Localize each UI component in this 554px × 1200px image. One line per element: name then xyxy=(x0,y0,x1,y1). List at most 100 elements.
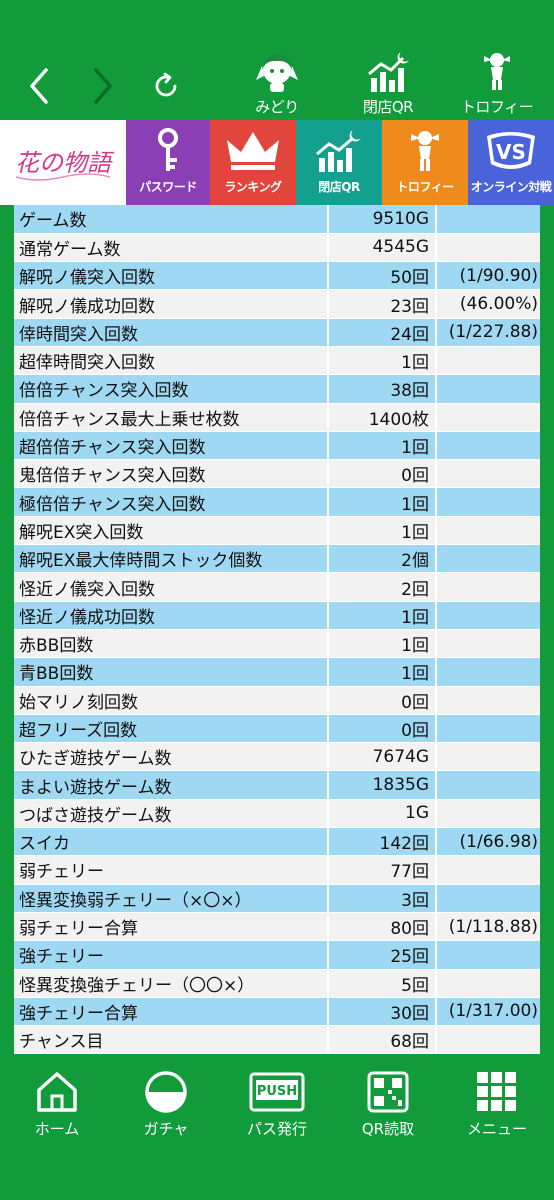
reload-button[interactable] xyxy=(148,60,184,112)
tile-ranking[interactable]: ランキング xyxy=(210,120,296,205)
stat-name: 怪近ノ儀成功回数 xyxy=(14,601,329,630)
table-row: 解呪ノ儀突入回数 50回 (1/90.90) xyxy=(14,261,540,291)
forward-button[interactable] xyxy=(84,60,120,112)
stat-rate xyxy=(436,572,540,602)
stat-rate xyxy=(436,233,540,263)
stat-name: 怪異変換弱チェリー（×〇×） xyxy=(14,884,329,913)
table-row: 倖時間突入回数 24回 (1/227.88) xyxy=(14,318,540,347)
table-row: 始マリノ刻回数 0回 xyxy=(14,686,540,715)
nav-qr-read[interactable]: QR読取 xyxy=(333,1070,443,1139)
nav-closing-qr[interactable]: 閉店QR xyxy=(333,50,443,118)
chevron-right-icon xyxy=(94,68,112,104)
stat-value: 1400枚 xyxy=(328,403,437,432)
stat-name: スイカ xyxy=(14,827,329,857)
stat-value: 1835G xyxy=(328,770,437,800)
table-row: 倍倍チャンス最大上乗せ枚数 1400枚 xyxy=(14,403,540,432)
tile-trophy[interactable]: トロフィー xyxy=(382,120,468,205)
stat-rate xyxy=(436,403,540,432)
nav-pass-issue[interactable]: PUSH パス発行 xyxy=(222,1070,332,1139)
stat-value: 1回 xyxy=(328,516,437,546)
table-row: 解呪EX最大倖時間ストック個数 2個 xyxy=(14,544,540,574)
table-row: チャンス目 68回 xyxy=(14,1025,540,1055)
svg-text:花の物語: 花の物語 xyxy=(15,149,115,177)
stat-rate xyxy=(436,459,540,489)
stat-rate xyxy=(436,374,540,404)
stat-value: 30回 xyxy=(328,997,437,1027)
tile-trophy-label: トロフィー xyxy=(396,180,454,194)
stat-value: 1回 xyxy=(328,657,437,687)
table-row: ひたぎ遊技ゲーム数 7674G xyxy=(14,742,540,772)
nav-qr-read-label: QR読取 xyxy=(361,1120,415,1138)
nav-gacha[interactable]: ガチャ xyxy=(111,1070,221,1139)
nav-home[interactable]: ホーム xyxy=(2,1070,112,1139)
stat-name: 強チェリー合算 xyxy=(14,997,329,1027)
push-badge-text: PUSH xyxy=(257,1084,297,1099)
top-bar: みどり 閉店QR トロフィー xyxy=(0,0,554,120)
character-icon xyxy=(256,54,298,92)
table-row: 通常ゲーム数 4545G xyxy=(14,233,540,263)
stat-name: 弱チェリー合算 xyxy=(14,912,329,942)
stat-name: まよい遊技ゲーム数 xyxy=(14,770,329,800)
nav-midori[interactable]: みどり xyxy=(222,50,332,118)
trophy-icon xyxy=(411,131,439,171)
nav-pass-issue-label: パス発行 xyxy=(246,1120,307,1138)
stat-value: 142回 xyxy=(328,827,437,857)
stat-rate xyxy=(436,629,540,659)
stat-value: 9510G xyxy=(328,205,437,234)
svg-text:VS: VS xyxy=(496,140,526,164)
table-row: 超倍倍チャンス突入回数 1回 xyxy=(14,431,540,461)
nav-gacha-label: ガチャ xyxy=(143,1120,189,1138)
stat-name: 赤BB回数 xyxy=(14,629,329,659)
tile-password[interactable]: パスワード xyxy=(126,120,210,205)
stat-rate xyxy=(436,714,540,744)
stat-name: 解呪EX最大倖時間ストック個数 xyxy=(14,544,329,574)
table-row: 強チェリー 25回 xyxy=(14,940,540,970)
stat-name: ひたぎ遊技ゲーム数 xyxy=(14,742,329,772)
back-button[interactable] xyxy=(22,60,58,112)
tile-password-label: パスワード xyxy=(139,180,197,194)
stat-name: 極倍倍チャンス突入回数 xyxy=(14,487,329,517)
stat-value: 1回 xyxy=(328,346,437,376)
stat-value: 0回 xyxy=(328,714,437,744)
game-logo[interactable]: 花の物語 xyxy=(0,120,126,205)
stat-value: 1回 xyxy=(328,601,437,630)
stat-value: 80回 xyxy=(328,912,437,942)
stat-value: 2個 xyxy=(328,544,437,574)
chart-moon-icon xyxy=(368,52,409,92)
stat-value: 25回 xyxy=(328,940,437,970)
stat-name: ゲーム数 xyxy=(14,205,329,234)
chart-moon-icon xyxy=(316,130,361,172)
stat-rate xyxy=(436,884,540,913)
stat-name: 青BB回数 xyxy=(14,657,329,687)
table-row: 解呪ノ儀成功回数 23回 (46.00%) xyxy=(14,289,540,319)
nav-home-label: ホーム xyxy=(34,1120,80,1138)
stat-rate xyxy=(436,799,540,829)
stat-rate xyxy=(436,544,540,574)
stat-rate xyxy=(436,969,540,998)
stat-name: 通常ゲーム数 xyxy=(14,233,329,263)
crown-icon xyxy=(227,132,279,170)
stat-name: 倍倍チャンス最大上乗せ枚数 xyxy=(14,403,329,432)
stat-name: 怪近ノ儀突入回数 xyxy=(14,572,329,602)
table-row: 赤BB回数 1回 xyxy=(14,629,540,659)
stat-value: 0回 xyxy=(328,459,437,489)
nav-menu[interactable]: メニュー xyxy=(442,1070,552,1139)
stat-rate xyxy=(436,346,540,376)
nav-trophy-label: トロフィー xyxy=(460,98,534,116)
nav-trophy[interactable]: トロフィー xyxy=(442,50,552,118)
tile-online-battle[interactable]: VS オンライン対戦 xyxy=(468,120,554,205)
table-row: つばさ遊技ゲーム数 1G xyxy=(14,799,540,829)
stat-value: 24回 xyxy=(328,318,437,347)
stat-rate: (1/90.90) xyxy=(436,261,540,291)
stat-rate: (1/118.88) xyxy=(436,912,540,942)
tile-closing-qr[interactable]: 閉店QR xyxy=(296,120,382,205)
stat-rate xyxy=(436,487,540,517)
stat-value: 3回 xyxy=(328,884,437,913)
stat-rate xyxy=(436,205,540,234)
stat-value: 1G xyxy=(328,799,437,829)
stat-name: 始マリノ刻回数 xyxy=(14,686,329,715)
table-row: 鬼倍倍チャンス突入回数 0回 xyxy=(14,459,540,489)
qr-icon xyxy=(367,1071,409,1113)
stat-name: チャンス目 xyxy=(14,1025,329,1055)
stat-name: 弱チェリー xyxy=(14,855,329,885)
